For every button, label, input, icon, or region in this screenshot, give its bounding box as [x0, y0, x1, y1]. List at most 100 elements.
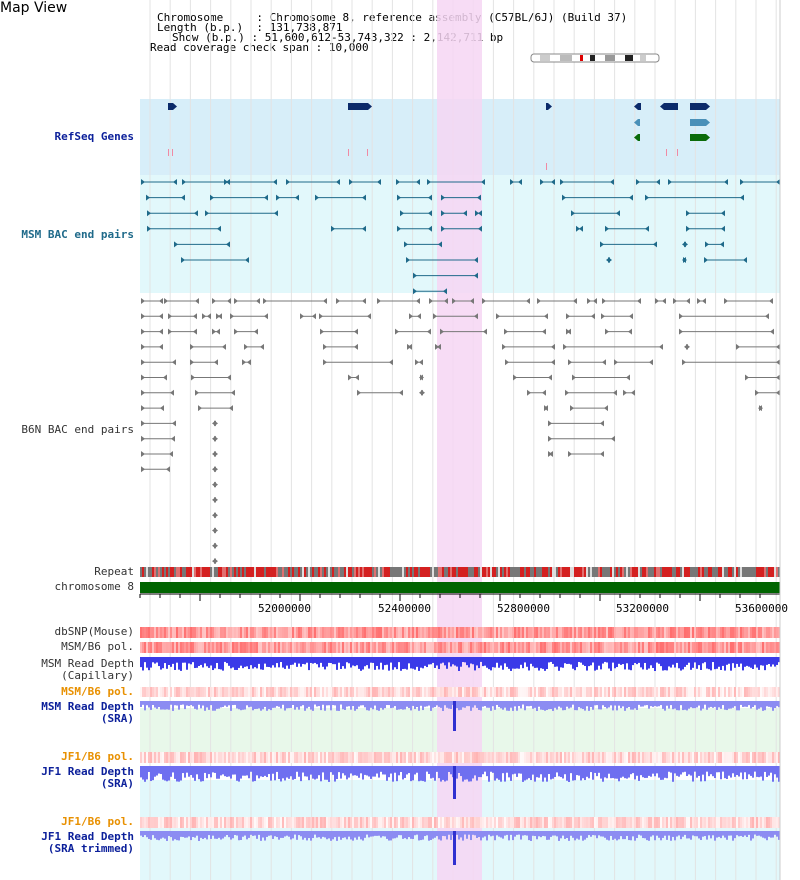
polymorphism-segment: [756, 817, 758, 828]
read-depth-bar: [312, 657, 314, 664]
polymorphism-segment: [730, 627, 732, 638]
polymorphism-segment: [712, 687, 714, 697]
repeat-segment: [194, 567, 196, 577]
read-depth-bar: [732, 657, 734, 664]
read-depth-bar: [604, 657, 606, 662]
polymorphism-segment: [436, 642, 438, 653]
polymorphism-segment: [242, 687, 244, 697]
track-label-msm-bac[interactable]: MSM BAC end pairs: [21, 228, 134, 241]
polymorphism-segment: [432, 627, 434, 638]
read-depth-bar: [332, 657, 334, 665]
repeat-segment: [470, 567, 472, 577]
track-label-chromosome[interactable]: chromosome 8: [54, 580, 134, 593]
polymorphism-segment: [604, 687, 606, 697]
track-label-jf1-b6-pol-1[interactable]: JF1/B6 pol.: [61, 750, 134, 763]
polymorphism-segment: [438, 817, 440, 828]
polymorphism-segment: [662, 687, 664, 697]
read-depth-bar: [398, 831, 400, 836]
polymorphism-segment: [632, 687, 634, 697]
repeat-segment: [682, 567, 684, 577]
read-depth-bar: [772, 831, 774, 838]
read-depth-bar: [738, 831, 740, 837]
read-depth-bar: [730, 831, 732, 836]
polymorphism-segment: [746, 627, 748, 638]
polymorphism-segment: [338, 817, 340, 828]
repeat-segment: [734, 567, 736, 577]
repeat-segment: [750, 567, 752, 577]
repeat-segment: [538, 567, 540, 577]
repeat-segment: [166, 567, 168, 577]
track-label-jf1-read-depth-sra[interactable]: JF1 Read Depth (SRA): [41, 765, 134, 790]
refseq-mrna-marker: [168, 149, 169, 156]
repeat-segment: [652, 567, 654, 577]
read-depth-bar: [614, 831, 616, 839]
polymorphism-segment: [632, 627, 634, 638]
track-label-b6n-bac[interactable]: B6N BAC end pairs: [21, 423, 134, 436]
polymorphism-segment: [226, 817, 228, 828]
read-depth-bar: [140, 831, 142, 836]
polymorphism-segment: [372, 687, 374, 697]
read-depth-bar: [682, 766, 684, 773]
repeat-segment: [414, 567, 416, 577]
read-depth-bar: [328, 657, 330, 663]
polymorphism-segment: [590, 817, 592, 828]
read-depth-bar: [354, 657, 356, 667]
read-depth-bar: [246, 831, 248, 840]
polymorphism-segment: [232, 642, 234, 653]
polymorphism-segment: [518, 817, 520, 828]
track-label-msm-b6-pol-1[interactable]: MSM/B6 pol.: [61, 640, 134, 653]
polymorphism-segment: [426, 752, 428, 763]
read-depth-bar: [234, 701, 236, 705]
polymorphism-segment: [652, 627, 654, 638]
polymorphism-segment: [228, 752, 230, 763]
read-depth-bar: [542, 831, 544, 836]
polymorphism-segment: [538, 627, 540, 638]
read-depth-bar: [504, 831, 506, 836]
polymorphism-segment: [492, 627, 494, 638]
track-label-msm-b6-pol-2[interactable]: MSM/B6 pol.: [61, 685, 134, 698]
track-label-repeat[interactable]: Repeat: [94, 565, 134, 578]
track-label-msm-read-depth-capillary[interactable]: MSM Read Depth (Capillary): [41, 657, 134, 682]
track-label-refseq[interactable]: RefSeq Genes: [54, 130, 134, 143]
track-label-jf1-read-depth-trimmed[interactable]: JF1 Read Depth (SRA trimmed): [41, 830, 134, 855]
read-depth-bar: [652, 657, 654, 668]
b6n-bac-pair-end: [537, 298, 541, 304]
polymorphism-segment: [622, 752, 624, 763]
polymorphism-segment: [272, 627, 274, 638]
read-depth-bar: [454, 657, 456, 666]
read-depth-bar: [372, 657, 374, 663]
read-depth-bar: [758, 701, 760, 709]
polymorphism-segment: [400, 817, 402, 828]
polymorphism-segment: [578, 752, 580, 763]
repeat-segment: [280, 567, 282, 577]
polymorphism-segment: [564, 642, 566, 653]
polymorphism-segment: [398, 642, 400, 653]
b6n-bac-pair-end: [141, 328, 145, 335]
polymorphism-segment: [378, 817, 380, 828]
repeat-segment: [384, 567, 386, 577]
read-depth-bar: [514, 657, 516, 669]
polymorphism-segment: [170, 817, 172, 828]
read-depth-bar: [162, 766, 164, 780]
polymorphism-segment: [180, 627, 182, 638]
polymorphism-segment: [776, 642, 778, 653]
repeat-segment: [256, 567, 258, 577]
polymorphism-segment: [382, 817, 384, 828]
track-label-jf1-b6-pol-2[interactable]: JF1/B6 pol.: [61, 815, 134, 828]
polymorphism-segment: [198, 817, 200, 828]
repeat-segment: [738, 567, 740, 577]
track-label-dbsnp[interactable]: dbSNP(Mouse): [54, 625, 134, 638]
polymorphism-segment: [274, 752, 276, 763]
polymorphism-segment: [694, 642, 696, 653]
polymorphism-segment: [316, 687, 318, 697]
b6n-bac-pair-end: [190, 343, 194, 350]
polymorphism-segment: [664, 627, 666, 638]
read-depth-bar: [694, 657, 696, 663]
read-depth-bar: [502, 701, 504, 710]
polymorphism-segment: [328, 642, 330, 653]
repeat-segment: [412, 567, 414, 577]
track-label-msm-read-depth-sra[interactable]: MSM Read Depth (SRA): [41, 700, 134, 725]
read-depth-bar: [574, 766, 576, 781]
read-depth-bar: [554, 701, 556, 708]
